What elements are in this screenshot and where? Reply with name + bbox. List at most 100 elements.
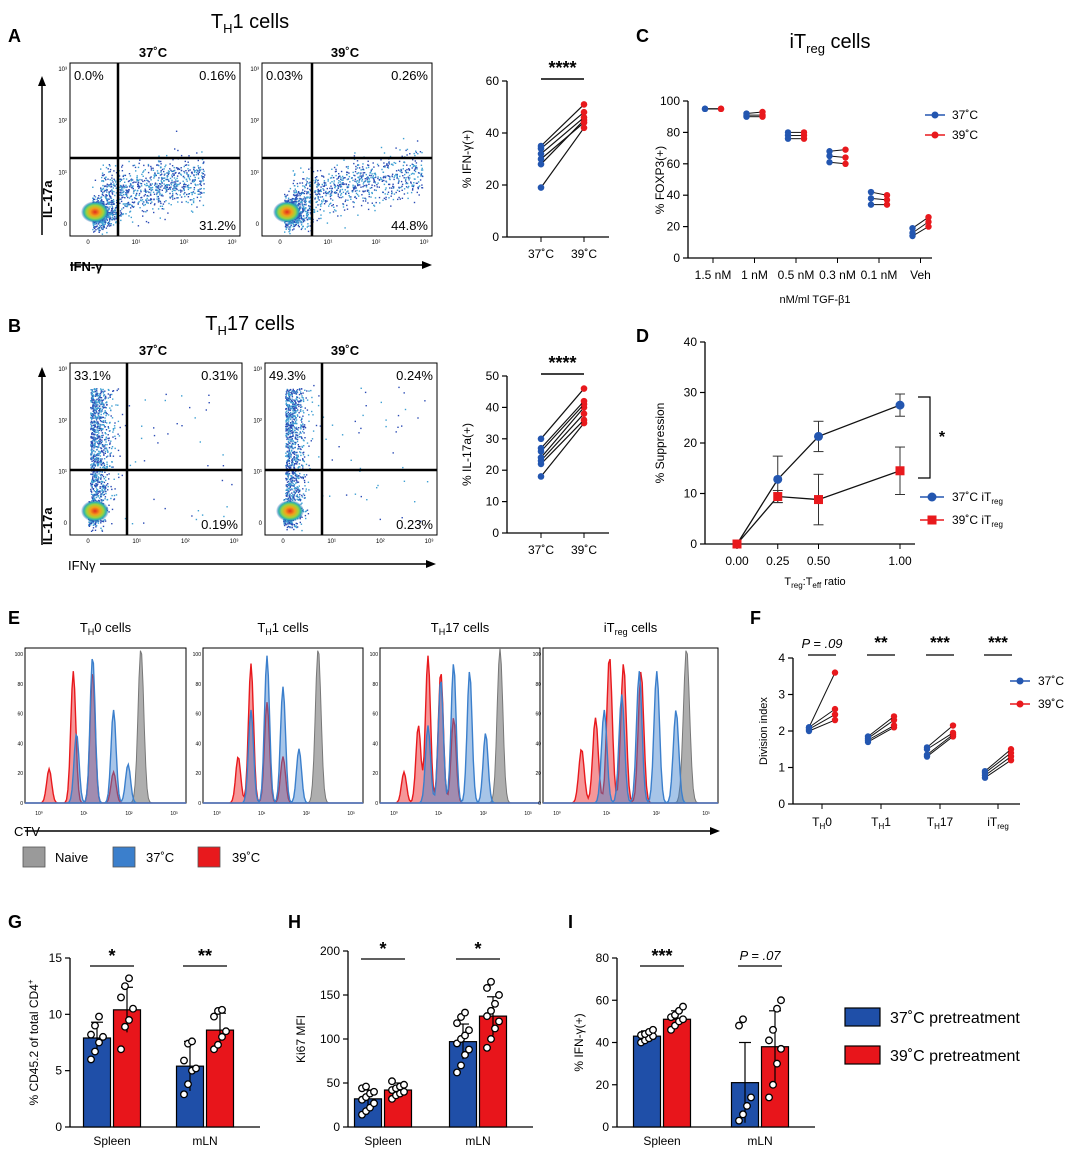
flow-event (98, 195, 100, 197)
flow-event (300, 216, 303, 218)
flow-event (413, 184, 415, 186)
flow-event (187, 196, 190, 198)
flow-event (197, 177, 200, 179)
flow-event (109, 455, 111, 457)
flow-event (98, 417, 100, 420)
flow-event (99, 407, 101, 409)
flow-event (108, 504, 110, 506)
flow-event (198, 168, 201, 170)
flow-event (183, 189, 185, 192)
flow-event (202, 180, 204, 182)
flow-event (304, 514, 307, 517)
flow-event (144, 179, 146, 182)
flow-event (358, 432, 360, 434)
flow-event (90, 392, 92, 394)
flow-event (111, 447, 113, 450)
flow-event (159, 217, 161, 219)
flow-event (298, 219, 300, 221)
flow-event (338, 173, 340, 175)
flow-event (417, 176, 419, 178)
flow-event (101, 500, 103, 502)
flow-event (285, 397, 287, 399)
flow-event (404, 173, 406, 176)
flow-event (385, 198, 387, 201)
flow-event (301, 222, 303, 224)
flow-event (181, 425, 183, 427)
quadrant-ur-label: 0.31% (201, 368, 238, 383)
flow-event (111, 405, 113, 407)
flow-event (120, 215, 122, 217)
flow-event (420, 169, 423, 171)
flow-event (388, 183, 390, 186)
flow-event (301, 191, 303, 193)
flow-event (308, 201, 310, 203)
flow-event (135, 194, 137, 197)
flow-event (97, 458, 99, 460)
flow-event (286, 429, 288, 432)
flow-event (101, 485, 104, 487)
flow-event (156, 186, 158, 189)
flow-event (100, 420, 103, 423)
flow-event (105, 195, 107, 197)
flow-event (290, 423, 292, 425)
flow-event (130, 207, 132, 209)
flow-event (167, 173, 170, 176)
flow-event (287, 225, 289, 227)
flow-event (92, 438, 95, 440)
quadrant-lr-label: 0.19% (201, 517, 238, 532)
flow-event (117, 404, 119, 406)
flow-event (394, 162, 397, 164)
flow-event (386, 193, 389, 195)
flow-event (101, 486, 103, 488)
flow-event (104, 419, 107, 422)
flow-event (335, 168, 337, 171)
flow-event (102, 421, 104, 423)
flow-event (183, 188, 185, 191)
flow-event (371, 173, 373, 175)
flow-event (402, 175, 404, 177)
flow-tick-y: 10³ (58, 67, 67, 73)
flow-event (352, 189, 354, 192)
flow-event (317, 197, 319, 200)
flow-event (94, 473, 96, 475)
flow-event (377, 176, 379, 178)
flow-event (365, 180, 367, 182)
flow-event (295, 522, 297, 525)
flow-event (200, 175, 203, 177)
flow-event (191, 199, 193, 201)
flow-event (333, 180, 335, 182)
flow-event (363, 172, 366, 174)
flow-event (337, 187, 339, 189)
flow-event (295, 220, 297, 222)
flow-event (421, 172, 423, 175)
flow-event (362, 163, 364, 165)
flow-event (171, 174, 173, 176)
flow-event (100, 490, 102, 492)
flow-event (121, 170, 124, 172)
flow-event (143, 170, 145, 172)
flow-event (183, 165, 185, 168)
flow-event (342, 191, 345, 193)
flow-event (92, 424, 95, 426)
flow-event (171, 190, 174, 192)
flow-event (302, 428, 305, 430)
flow-event (346, 174, 348, 176)
flow-event (222, 465, 225, 467)
flow-event (117, 433, 119, 435)
flow-event (291, 391, 293, 393)
flow-event (298, 433, 301, 435)
flow-event (168, 170, 170, 173)
flow-event (98, 410, 100, 412)
flow-event (313, 209, 316, 211)
flow-event (400, 169, 403, 171)
flow-event (104, 445, 106, 447)
flow-event (284, 523, 286, 525)
flow-event (138, 192, 141, 195)
flow-event (96, 484, 98, 486)
flow-event (322, 185, 324, 187)
flow-event (352, 184, 354, 186)
flow-event (142, 180, 144, 183)
flow-event (136, 176, 138, 179)
flow-event (325, 201, 327, 203)
flow-event (97, 459, 100, 461)
